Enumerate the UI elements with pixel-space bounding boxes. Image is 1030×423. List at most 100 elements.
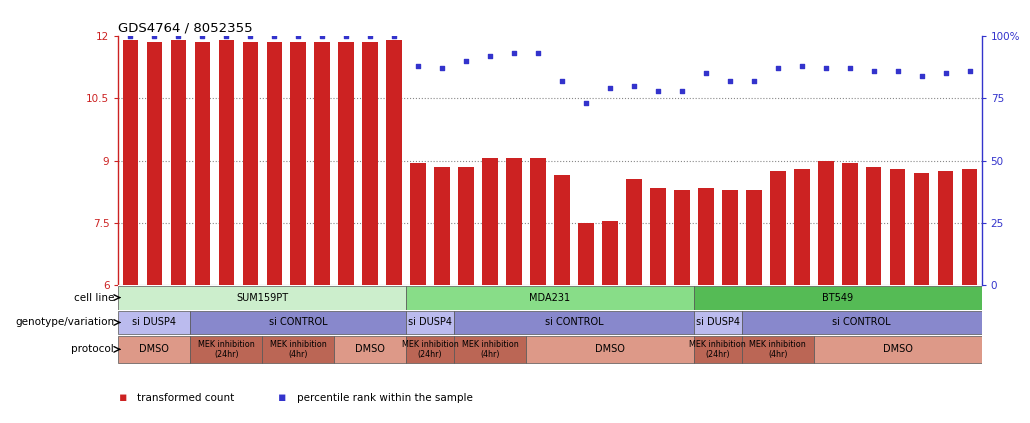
Point (266, 33, 282, 39)
Point (386, 33, 403, 39)
Point (890, 67, 906, 74)
Point (746, 77, 762, 84)
Point (218, 33, 235, 39)
Bar (626, 179, 642, 285)
Text: cell line: cell line (74, 293, 114, 302)
Bar (218, 40, 234, 285)
FancyBboxPatch shape (118, 335, 191, 363)
Bar (146, 42, 162, 285)
FancyBboxPatch shape (694, 335, 742, 363)
Text: DMSO: DMSO (139, 344, 169, 354)
Text: si CONTROL: si CONTROL (545, 318, 604, 327)
Bar (938, 171, 954, 285)
Text: MEK inhibition
(4hr): MEK inhibition (4hr) (270, 340, 327, 359)
Point (338, 33, 354, 39)
Text: si DUSP4: si DUSP4 (696, 318, 740, 327)
FancyBboxPatch shape (191, 310, 406, 335)
Text: ▪: ▪ (278, 391, 286, 404)
FancyBboxPatch shape (334, 335, 406, 363)
Text: BT549: BT549 (822, 293, 853, 302)
Point (865, 67, 882, 74)
Text: genotype/variation: genotype/variation (15, 318, 114, 327)
Bar (914, 173, 929, 285)
Text: si CONTROL: si CONTROL (269, 318, 328, 327)
Bar (578, 223, 593, 285)
Bar (123, 40, 138, 285)
Text: GDS4764 / 8052355: GDS4764 / 8052355 (118, 22, 253, 35)
Bar (507, 159, 522, 285)
Text: MEK inhibition
(24hr): MEK inhibition (24hr) (689, 340, 746, 359)
Bar (482, 159, 497, 285)
Text: si CONTROL: si CONTROL (832, 318, 891, 327)
FancyBboxPatch shape (742, 310, 982, 335)
Bar (866, 167, 882, 285)
Bar (650, 187, 665, 285)
Point (602, 85, 618, 92)
FancyBboxPatch shape (694, 310, 742, 335)
Bar (554, 175, 570, 285)
Text: protocol: protocol (71, 344, 114, 354)
Bar (722, 190, 737, 285)
Text: percentile rank within the sample: percentile rank within the sample (297, 393, 473, 403)
Bar (363, 42, 378, 285)
FancyBboxPatch shape (406, 286, 694, 310)
Bar (770, 171, 786, 285)
Point (290, 33, 307, 39)
Point (914, 72, 930, 79)
Point (506, 50, 522, 57)
Bar (386, 40, 402, 285)
Text: DMSO: DMSO (595, 344, 625, 354)
Text: SUM159PT: SUM159PT (236, 293, 288, 302)
Bar (890, 169, 905, 285)
Point (170, 33, 186, 39)
FancyBboxPatch shape (814, 335, 982, 363)
Text: si DUSP4: si DUSP4 (408, 318, 452, 327)
Point (554, 77, 571, 84)
Point (818, 65, 834, 72)
Bar (290, 42, 306, 285)
Point (458, 58, 475, 64)
Text: ▪: ▪ (118, 391, 127, 404)
FancyBboxPatch shape (406, 310, 454, 335)
Point (769, 65, 786, 72)
Point (625, 82, 642, 89)
Point (529, 50, 546, 57)
Point (362, 33, 378, 39)
FancyBboxPatch shape (118, 310, 191, 335)
Point (578, 100, 594, 107)
Text: MDA231: MDA231 (529, 293, 571, 302)
FancyBboxPatch shape (191, 335, 263, 363)
Bar (794, 169, 810, 285)
Bar (171, 40, 186, 285)
Bar (435, 167, 450, 285)
Bar (195, 42, 210, 285)
Text: si DUSP4: si DUSP4 (133, 318, 176, 327)
Text: MEK inhibition
(24hr): MEK inhibition (24hr) (198, 340, 254, 359)
Point (146, 33, 163, 39)
Bar (674, 190, 690, 285)
Text: transformed count: transformed count (137, 393, 234, 403)
Point (242, 33, 259, 39)
Bar (314, 42, 330, 285)
Point (697, 70, 714, 77)
Text: MEK inhibition
(24hr): MEK inhibition (24hr) (402, 340, 458, 359)
Point (123, 33, 139, 39)
FancyBboxPatch shape (526, 335, 694, 363)
Bar (242, 42, 259, 285)
Point (194, 33, 210, 39)
Bar (458, 167, 474, 285)
Bar (698, 187, 714, 285)
Bar (842, 162, 858, 285)
Bar (530, 159, 546, 285)
FancyBboxPatch shape (263, 335, 334, 363)
Bar (410, 162, 426, 285)
Text: MEK inhibition
(4hr): MEK inhibition (4hr) (750, 340, 806, 359)
Point (314, 33, 331, 39)
Bar (746, 190, 761, 285)
FancyBboxPatch shape (454, 335, 526, 363)
Point (793, 63, 810, 69)
Point (434, 65, 450, 72)
Text: MEK inhibition
(4hr): MEK inhibition (4hr) (461, 340, 518, 359)
Text: DMSO: DMSO (355, 344, 385, 354)
Point (410, 63, 426, 69)
